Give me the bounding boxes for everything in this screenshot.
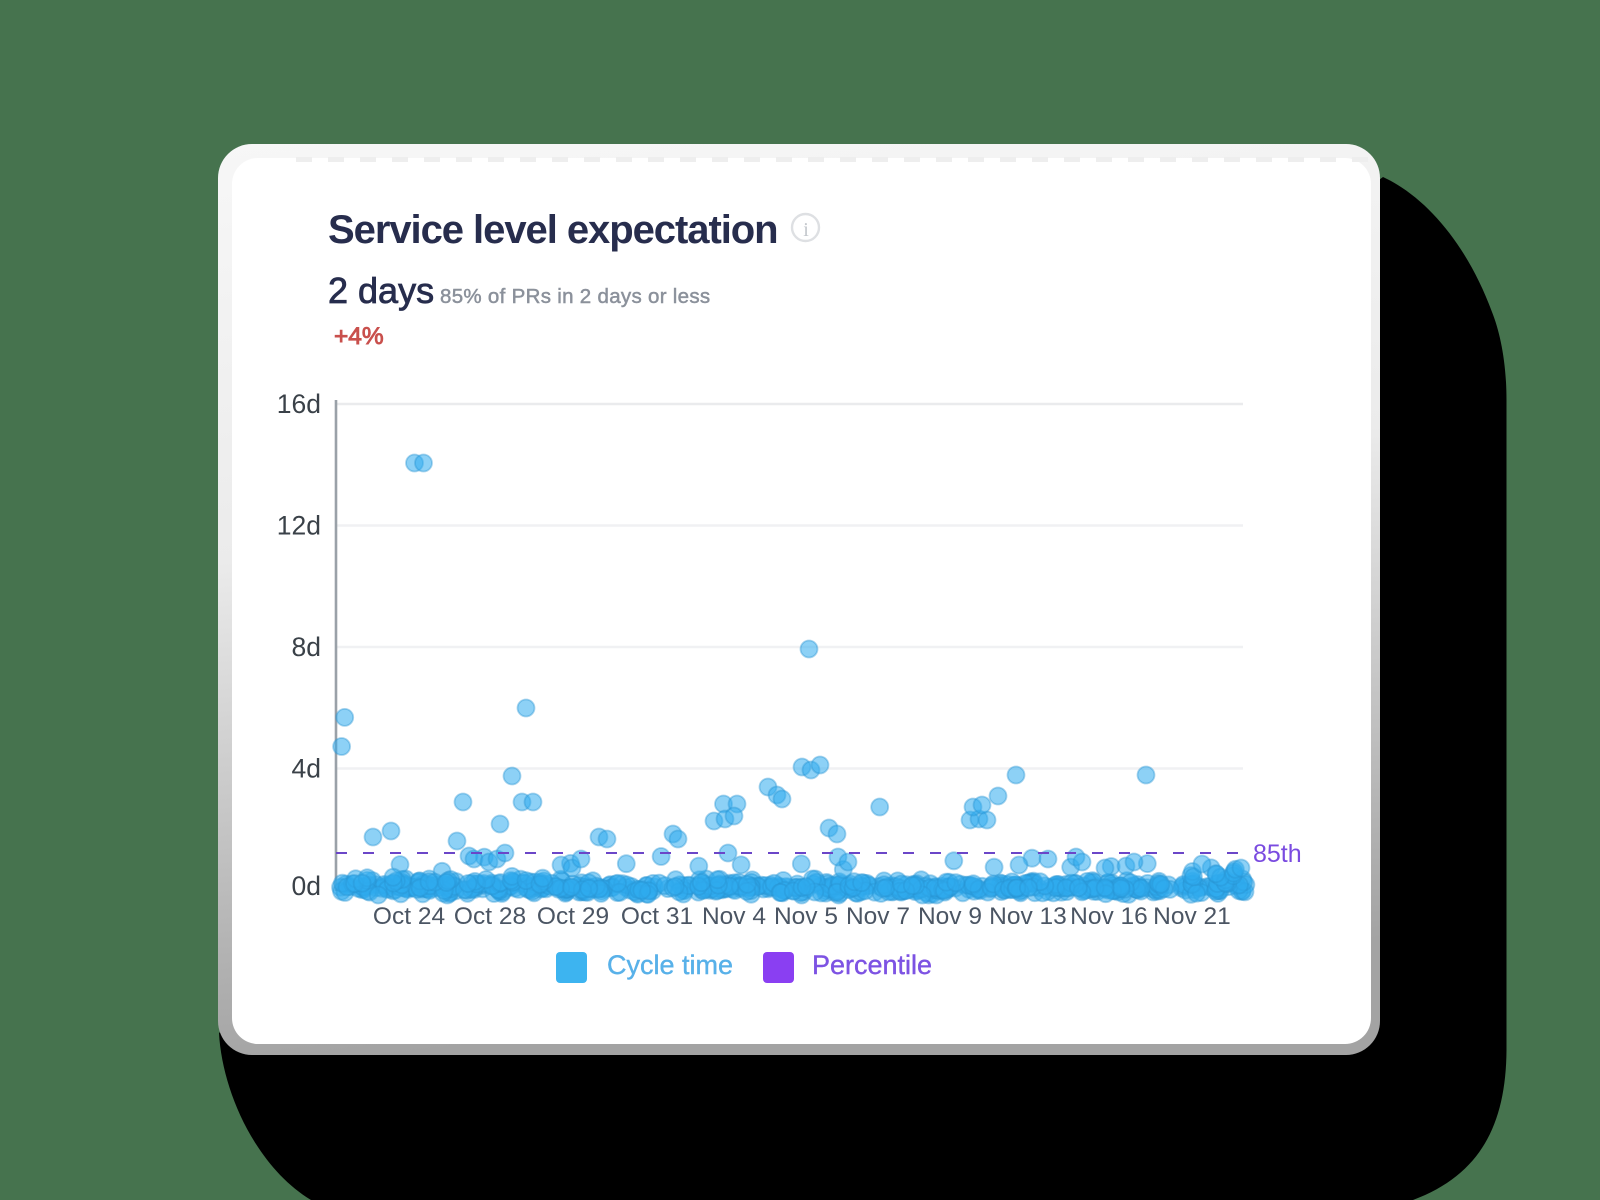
- svg-text:Nov 21: Nov 21: [1153, 903, 1231, 930]
- svg-text:Nov 16: Nov 16: [1070, 903, 1148, 930]
- svg-text:16d: 16d: [277, 389, 321, 419]
- svg-text:Nov 13: Nov 13: [989, 903, 1067, 930]
- svg-text:Oct 29: Oct 29: [537, 903, 609, 930]
- svg-text:Nov 9: Nov 9: [918, 903, 982, 930]
- svg-text:Nov 5: Nov 5: [774, 903, 838, 930]
- svg-text:Oct 24: Oct 24: [373, 903, 445, 930]
- svg-text:2 days: 2 days: [328, 270, 434, 311]
- svg-text:Nov 7: Nov 7: [846, 903, 910, 930]
- svg-text:4d: 4d: [292, 754, 321, 784]
- svg-text:Oct 28: Oct 28: [454, 903, 526, 930]
- svg-text:Oct 31: Oct 31: [621, 903, 693, 930]
- svg-text:Percentile: Percentile: [812, 950, 932, 980]
- svg-text:0d: 0d: [292, 871, 321, 901]
- svg-text:+4%: +4%: [334, 323, 384, 350]
- svg-text:85th: 85th: [1253, 840, 1302, 868]
- svg-text:85% of PRs in 2 days or less: 85% of PRs in 2 days or less: [440, 285, 710, 308]
- svg-text:i: i: [803, 219, 809, 241]
- svg-text:Nov 4: Nov 4: [702, 903, 766, 930]
- svg-text:12d: 12d: [277, 511, 321, 541]
- svg-text:8d: 8d: [292, 632, 321, 662]
- svg-text:Service level expectation: Service level expectation: [328, 208, 778, 252]
- svg-text:Cycle time: Cycle time: [607, 950, 733, 980]
